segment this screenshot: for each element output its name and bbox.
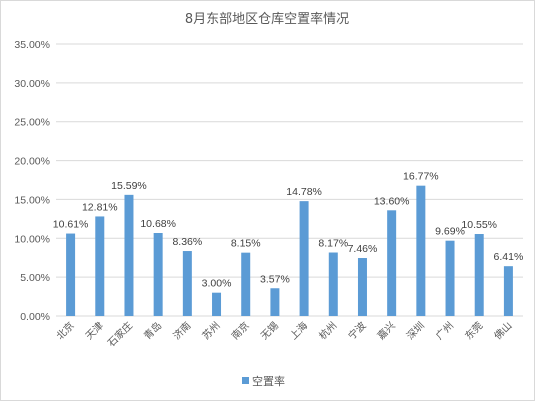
data-label: 8.36% (172, 236, 202, 248)
data-label: 10.55% (461, 219, 497, 231)
y-tick-label: 15.00% (14, 194, 50, 206)
y-tick-label: 0.00% (20, 311, 50, 323)
bar (299, 201, 309, 316)
bar (95, 216, 105, 316)
bar (503, 266, 513, 316)
x-tick-label: 无锡 (258, 319, 281, 342)
x-tick-label: 上海 (287, 319, 310, 342)
x-tick-label: 石家庄 (105, 319, 135, 349)
x-tick-label: 北京 (53, 319, 76, 342)
y-tick-label: 5.00% (20, 272, 50, 284)
x-tick-label: 东莞 (462, 319, 485, 342)
y-tick-label: 35.00% (14, 39, 50, 51)
data-label: 13.60% (374, 195, 410, 207)
x-tick-label: 嘉兴 (374, 319, 397, 342)
y-axis-ticks: 0.00% 5.00% 10.00% 15.00% 20.00% 25.00% 30.00%… (14, 39, 50, 323)
bar (124, 194, 134, 316)
x-tick-label: 深圳 (404, 320, 427, 343)
legend: 空置率 (242, 374, 285, 388)
bars (66, 185, 513, 316)
bar (357, 258, 367, 316)
legend-label: 空置率 (252, 374, 285, 388)
bar (416, 185, 426, 316)
data-label: 14.78% (286, 186, 322, 198)
data-label: 10.68% (140, 218, 176, 230)
bar (66, 233, 76, 316)
y-tick-label: 30.00% (14, 78, 50, 90)
bar (328, 252, 338, 316)
data-label: 8.15% (231, 238, 261, 250)
x-tick-label: 天津 (83, 320, 106, 343)
bar (474, 234, 484, 316)
bar (153, 233, 163, 316)
data-label: 10.61% (53, 219, 89, 231)
x-tick-label: 南京 (229, 319, 252, 342)
data-label: 3.00% (202, 278, 232, 290)
data-label: 3.57% (260, 273, 290, 285)
x-tick-label: 佛山 (491, 319, 514, 342)
x-tick-label: 苏州 (199, 319, 222, 342)
x-tick-label: 济南 (170, 319, 193, 342)
y-tick-label: 10.00% (14, 233, 50, 245)
bar (270, 288, 280, 316)
bar (445, 240, 455, 316)
data-label: 6.41% (494, 251, 524, 263)
bar (182, 251, 192, 316)
bar (241, 252, 251, 316)
y-tick-label: 20.00% (14, 156, 50, 168)
data-label: 9.69% (435, 226, 465, 238)
data-label: 8.17% (318, 238, 348, 250)
x-axis-ticks: 北京 天津 石家庄 青岛 济南 苏州 南京 无锡 上海 杭州 宁波 嘉兴 深圳 广州 东莞 佛山 (53, 319, 514, 349)
data-labels: 10.61% 12.81% 15.59% 10.68% 8.36% 3.00% 8.15% 3… (53, 171, 524, 290)
x-tick-label: 广州 (434, 320, 457, 343)
bar (387, 210, 397, 316)
data-label: 12.81% (82, 201, 118, 213)
legend-swatch (242, 377, 249, 384)
x-tick-label: 青岛 (141, 319, 164, 342)
gridlines (56, 43, 523, 317)
x-tick-label: 杭州 (316, 319, 339, 342)
y-tick-label: 25.00% (14, 117, 50, 129)
data-label: 7.46% (348, 243, 378, 255)
x-tick-label: 宁波 (345, 319, 368, 342)
data-label: 15.59% (111, 180, 147, 192)
chart-title: 8月东部地区仓库空置率情况 (185, 11, 349, 27)
data-label: 16.77% (403, 171, 439, 183)
bar (212, 292, 222, 316)
